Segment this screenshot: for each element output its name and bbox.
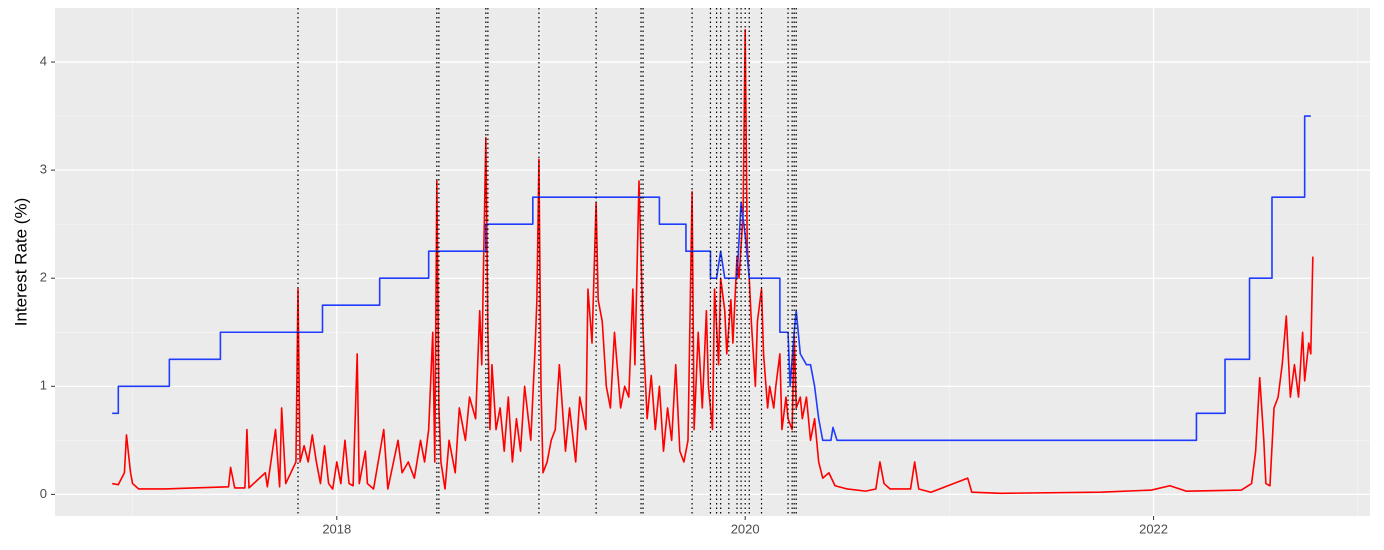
y-tick-label: 1 [40, 378, 47, 393]
series-line [112, 28, 1314, 495]
y-tick-label: 2 [40, 270, 47, 285]
y-axis-label: Interest Rate (%) [11, 198, 30, 327]
y-tick-label: 4 [40, 53, 47, 68]
y-tick-label: 0 [40, 486, 47, 501]
x-tick-label: 2022 [1139, 521, 1168, 536]
x-tick-label: 2018 [322, 521, 351, 536]
series-line [112, 115, 1311, 442]
y-tick-label: 3 [40, 162, 47, 177]
panel [55, 8, 1370, 516]
x-tick-label: 2020 [731, 521, 760, 536]
